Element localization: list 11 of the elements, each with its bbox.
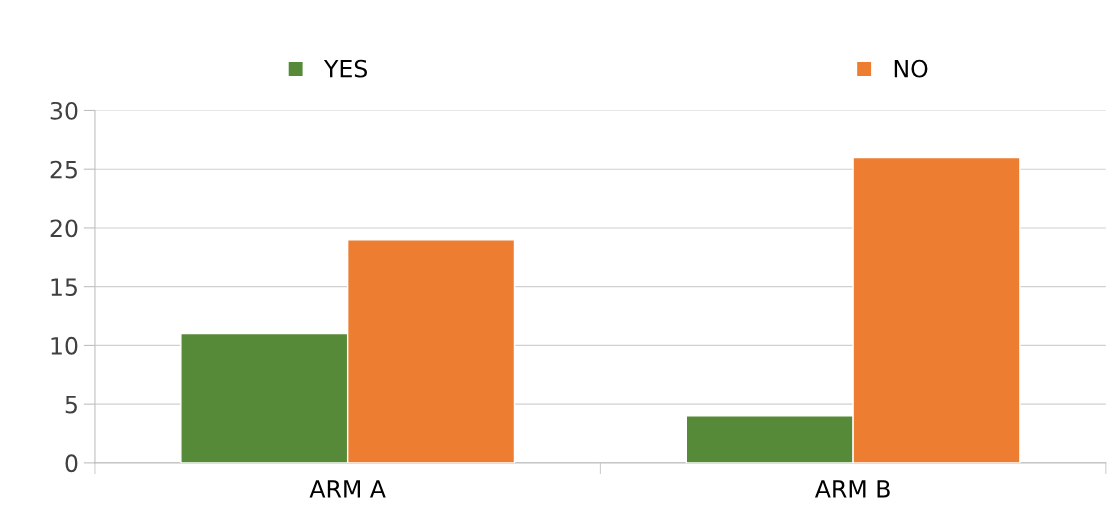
- y-tick-label: 25: [50, 160, 77, 179]
- x-tick-label: ARM A: [309, 480, 386, 498]
- y-tick-label: 10: [51, 336, 78, 355]
- y-tick-label: 30: [50, 101, 78, 120]
- y-tick-label: 5: [65, 395, 77, 414]
- y-tick-label: 15: [51, 278, 77, 296]
- x-tick-label: ARM B: [814, 480, 890, 498]
- legend-label: YES: [323, 59, 367, 78]
- y-tick-label: 20: [50, 219, 78, 238]
- y-tick-label: 0: [65, 454, 78, 473]
- legend-label: NO: [894, 59, 928, 78]
